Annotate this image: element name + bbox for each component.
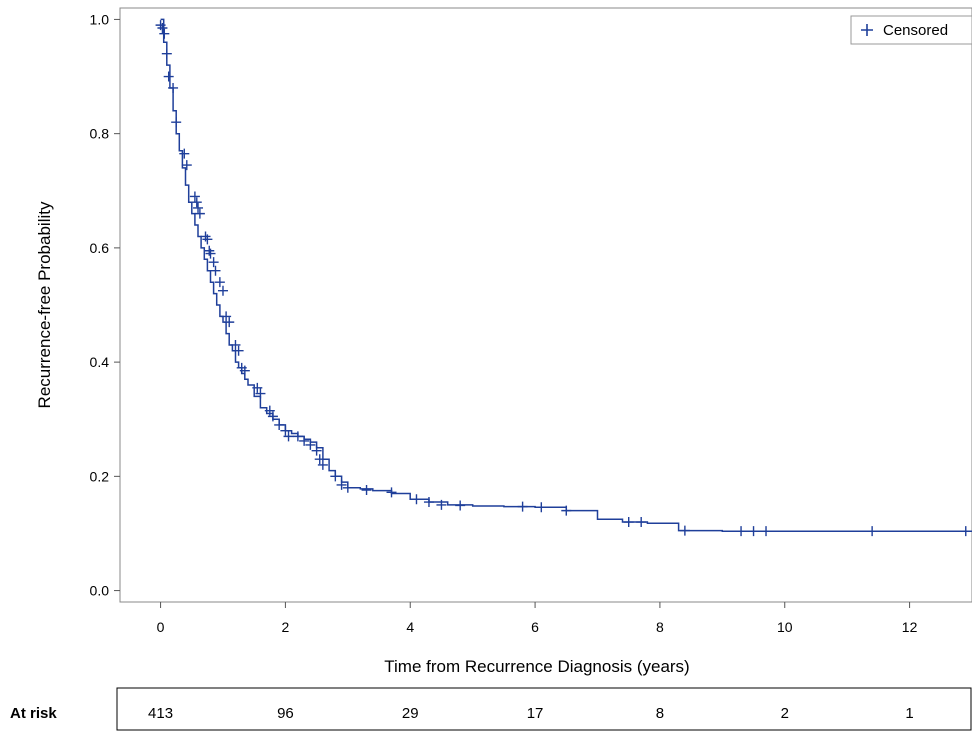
censored-marker (423, 497, 434, 508)
x-tick-label: 10 (777, 619, 793, 635)
y-tick-label: 0.6 (90, 240, 110, 256)
at-risk-value: 8 (656, 705, 664, 722)
legend-entry-censored: Censored (883, 22, 948, 39)
censored-marker (736, 526, 747, 537)
censored-marker (280, 425, 291, 436)
x-tick-label: 4 (406, 619, 414, 635)
y-axis-title: Recurrence-free Probability (35, 201, 54, 408)
legend-censor-icon (861, 24, 873, 36)
censored-marker (330, 471, 341, 482)
censored-marker (255, 388, 266, 399)
at-risk-values: 413 96 29 17 8 2 1 (148, 705, 914, 722)
censored-marker (214, 277, 225, 288)
censored-marker (210, 265, 221, 276)
censored-marker (202, 234, 213, 245)
censored-marker (239, 365, 250, 376)
at-risk-value: 2 (781, 705, 789, 722)
censored-marker (189, 191, 200, 202)
censored-marker (517, 501, 528, 512)
y-axis: 0.0 0.2 0.4 0.6 0.8 1.0 (90, 11, 120, 599)
censored-marker (224, 317, 235, 328)
censored-marker (411, 494, 422, 505)
censored-marker (191, 197, 202, 208)
censored-marker (179, 148, 190, 159)
at-risk-value: 29 (402, 705, 419, 722)
x-tick-label: 8 (656, 619, 664, 635)
x-axis-title: Time from Recurrence Diagnosis (years) (384, 657, 689, 676)
x-tick-label: 2 (282, 619, 290, 635)
censored-marker (233, 345, 244, 356)
censored-marker (208, 257, 219, 268)
censored-marker (292, 431, 303, 442)
censored-marker (221, 311, 232, 322)
censored-marker (168, 82, 179, 93)
y-tick-label: 1.0 (90, 11, 110, 27)
censored-marker (761, 526, 772, 537)
censored-marker (455, 500, 466, 511)
censored-marker (283, 431, 294, 442)
censored-marker (361, 485, 372, 496)
censored-marker (161, 48, 172, 59)
x-tick-label: 6 (531, 619, 539, 635)
censored-marker (623, 517, 634, 528)
censored-marker (336, 479, 347, 490)
at-risk-table-frame (116, 687, 972, 731)
censored-marker (636, 517, 647, 528)
at-risk-value: 1 (905, 705, 913, 722)
plot-frame (119, 7, 972, 603)
at-risk-value: 17 (527, 705, 544, 722)
y-tick-label: 0.2 (90, 468, 110, 484)
censored-marker (342, 482, 353, 493)
at-risk-value: 413 (148, 705, 173, 722)
censored-marker (305, 439, 316, 450)
y-tick-label: 0.4 (90, 354, 110, 370)
censored-marker (317, 459, 328, 470)
censored-marker (157, 22, 168, 33)
censored-marker (299, 435, 310, 446)
y-tick-label: 0.8 (90, 126, 110, 142)
censored-marker (252, 382, 263, 393)
censored-marker (314, 454, 325, 465)
censored-marker (679, 525, 690, 536)
x-axis: 0 2 4 6 8 10 12 (157, 602, 918, 635)
censored-marker (274, 419, 285, 430)
y-tick-label: 0.0 (90, 583, 110, 599)
at-risk-label: At risk (10, 705, 57, 722)
censored-marker (217, 285, 228, 296)
censored-marker (436, 499, 447, 510)
survival-curve-series (160, 18, 972, 532)
censored-marker (960, 526, 971, 537)
censored-markers (155, 20, 971, 537)
censored-marker (867, 526, 878, 537)
censored-marker (181, 160, 192, 171)
censored-marker (267, 411, 278, 422)
censored-marker (171, 117, 182, 128)
censored-marker (194, 208, 205, 219)
x-tick-label: 0 (157, 619, 165, 635)
censored-marker (536, 502, 547, 513)
censored-marker (163, 71, 174, 82)
censored-marker (264, 405, 275, 416)
censored-marker (748, 526, 759, 537)
censored-marker (230, 339, 241, 350)
censored-marker (561, 505, 572, 516)
legend: Censored (850, 15, 972, 45)
censored-marker (311, 445, 322, 456)
at-risk-value: 96 (277, 705, 294, 722)
censored-marker (205, 248, 216, 259)
x-tick-label: 12 (902, 619, 918, 635)
censored-marker (386, 487, 397, 498)
censored-marker (159, 28, 170, 39)
censored-marker (193, 202, 204, 213)
